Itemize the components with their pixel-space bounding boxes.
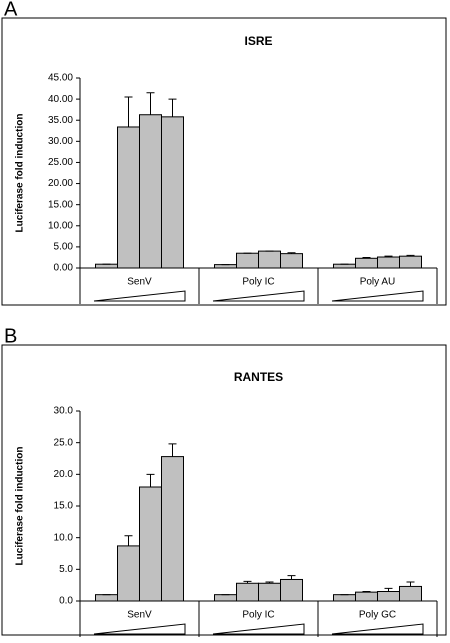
y-axis-label: Luciferase fold induction bbox=[15, 114, 26, 233]
error-bar bbox=[146, 92, 155, 115]
y-tick-label: 35.00 bbox=[48, 115, 73, 126]
error-bar bbox=[168, 443, 177, 457]
error-bar bbox=[243, 580, 252, 584]
bar bbox=[161, 116, 184, 269]
panel-label: B bbox=[4, 325, 17, 347]
chart-title: ISRE bbox=[244, 34, 272, 48]
x-tick-label: SenV bbox=[127, 610, 152, 621]
x-tick-label: Poly GC bbox=[359, 610, 396, 621]
error-bar bbox=[384, 587, 393, 592]
y-tick-label: 10.0 bbox=[54, 532, 74, 543]
x-tick-label: Poly IC bbox=[242, 610, 274, 621]
x-tick-label: Poly IC bbox=[242, 277, 274, 288]
y-tick-label: 40.00 bbox=[48, 94, 73, 105]
error-bar bbox=[362, 256, 371, 259]
dose-triangle bbox=[331, 290, 424, 302]
bar bbox=[236, 582, 259, 602]
error-bar bbox=[168, 98, 177, 117]
y-tick-label: 5.0 bbox=[59, 564, 73, 575]
x-tick-label: Poly AU bbox=[360, 277, 396, 288]
panel-frame bbox=[1, 17, 447, 306]
y-tick-label: 15.0 bbox=[54, 501, 74, 512]
bar bbox=[333, 594, 356, 602]
bar bbox=[139, 486, 162, 602]
panel-label: A bbox=[4, 0, 18, 20]
bar bbox=[117, 545, 140, 602]
bar bbox=[355, 257, 378, 269]
bar bbox=[258, 582, 281, 602]
bar bbox=[95, 594, 118, 602]
bar bbox=[236, 252, 259, 269]
error-bar bbox=[265, 581, 274, 584]
dose-triangle bbox=[93, 290, 186, 302]
y-tick-label: 20.0 bbox=[54, 469, 74, 480]
bar bbox=[280, 253, 303, 269]
error-bar bbox=[362, 591, 371, 593]
y-axis-label: Luciferase fold induction bbox=[15, 447, 26, 566]
y-tick-label: 0.0 bbox=[59, 596, 73, 607]
bar bbox=[377, 591, 400, 602]
y-tick-label: 30.0 bbox=[54, 406, 74, 417]
y-tick-label: 45.00 bbox=[48, 73, 73, 84]
bar bbox=[161, 456, 184, 602]
bar bbox=[377, 256, 400, 269]
error-bar bbox=[384, 255, 393, 258]
y-tick-label: 20.00 bbox=[48, 178, 73, 189]
x-tick-label: SenV bbox=[127, 277, 152, 288]
bar bbox=[95, 263, 118, 269]
bar bbox=[399, 585, 422, 602]
bar bbox=[280, 578, 303, 602]
y-tick-label: 25.0 bbox=[54, 437, 74, 448]
chart-title: RANTES bbox=[234, 370, 283, 384]
error-bar bbox=[406, 254, 415, 257]
bar bbox=[333, 263, 356, 269]
error-bar bbox=[146, 473, 155, 487]
y-tick-label: 30.00 bbox=[48, 136, 73, 147]
panel-frame bbox=[1, 344, 447, 636]
bar bbox=[117, 126, 140, 269]
y-tick-label: 15.00 bbox=[48, 199, 73, 210]
dose-triangle bbox=[212, 623, 305, 635]
dose-triangle bbox=[212, 290, 305, 302]
y-tick-label: 5.00 bbox=[54, 242, 74, 253]
y-tick-label: 25.00 bbox=[48, 157, 73, 168]
bar bbox=[214, 594, 237, 602]
error-bar bbox=[287, 252, 296, 254]
dose-triangle bbox=[93, 623, 186, 635]
error-bar bbox=[287, 575, 296, 580]
error-bar bbox=[124, 96, 133, 127]
dose-triangle bbox=[331, 623, 424, 635]
bar bbox=[214, 264, 237, 269]
bar bbox=[258, 250, 281, 269]
error-bar bbox=[406, 581, 415, 587]
bar bbox=[399, 255, 422, 269]
y-tick-label: 0.00 bbox=[54, 263, 74, 274]
error-bar bbox=[124, 535, 133, 546]
y-tick-label: 10.00 bbox=[48, 220, 73, 231]
bar bbox=[355, 591, 378, 602]
bar bbox=[139, 114, 162, 269]
